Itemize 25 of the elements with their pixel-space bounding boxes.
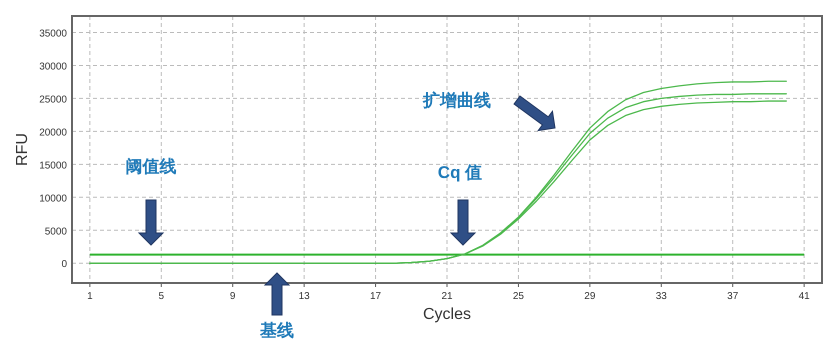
y-tick-label: 5000	[44, 226, 68, 238]
text: 基线	[259, 321, 294, 340]
y-tick-label: 35000	[39, 28, 68, 40]
y-tick-label: 15000	[39, 160, 68, 172]
x-tick-label: 5	[158, 291, 165, 302]
x-tick-label: 25	[512, 291, 524, 302]
x-axis-title: Cycles	[422, 306, 472, 323]
x-tick-label: 17	[370, 291, 382, 302]
x-tick-label: 37	[727, 291, 739, 302]
y-axis-title: RFU	[14, 133, 31, 166]
y-tick-label: 20000	[39, 127, 68, 138]
annotation: 扩增曲线	[422, 91, 491, 110]
y-tick-label: 30000	[39, 61, 68, 72]
x-tick-label: 21	[441, 291, 453, 302]
annotation: Cq 值	[438, 163, 482, 182]
x-tick-label: 9	[230, 291, 236, 302]
y-tick-label: 0	[61, 259, 68, 270]
x-tick-label: 33	[656, 291, 668, 302]
x-tick-label: 13	[298, 291, 310, 302]
x-tick-label: 29	[584, 291, 596, 302]
annotation: 阈值线	[126, 157, 176, 176]
x-tick-label: 1	[87, 291, 94, 302]
y-tick-label: 10000	[39, 193, 68, 204]
x-tick-label: 41	[798, 291, 810, 302]
y-tick-label: 25000	[39, 94, 68, 106]
